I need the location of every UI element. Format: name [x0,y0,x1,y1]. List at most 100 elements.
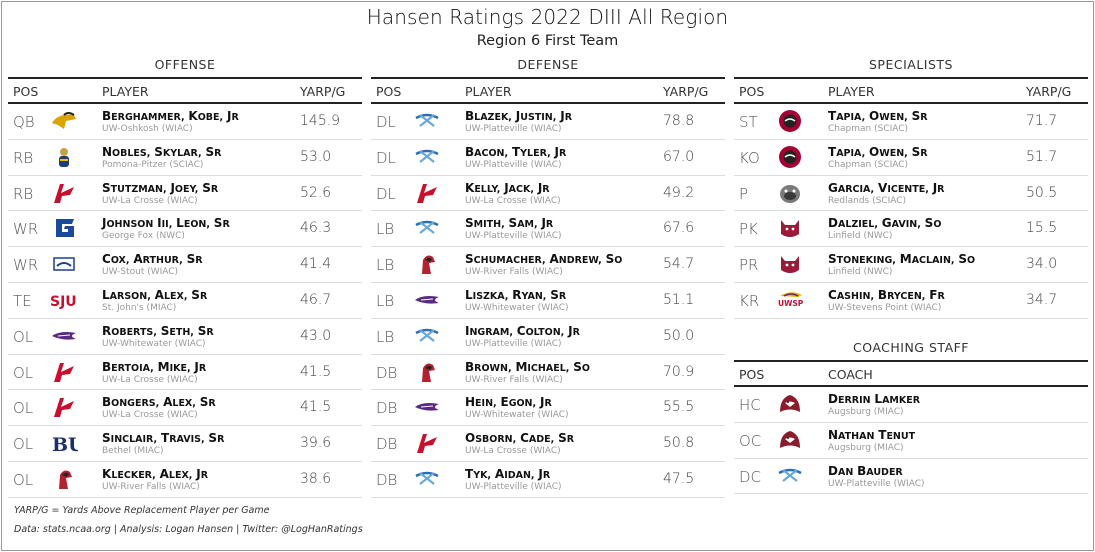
team-name: UW-Platteville (WIAC) [465,338,562,349]
player-row: DL BLAZEK, JUSTIN, JR UW-Platteville (WIAC… [371,104,725,140]
coach-name: NATHAN TENUT [828,427,916,442]
player-row: QB BERGHAMMER, KOBE, JR UW-Oshkosh (WIAC) 1… [8,104,362,140]
defense-table-header: POS PLAYER YARP/G [371,77,725,104]
position-cell: OL [13,327,34,346]
player-name: HEIN, EGON, JR [465,395,552,410]
player-name: SINCLAIR, TRAVIS, SR [102,431,225,446]
player-name: TAPIA, OWEN, SR [828,109,928,123]
player-row: DL BACON, TYLER, JR UW-Platteville (WIAC) 6… [371,140,725,176]
yarp-value: 54.7 [663,256,695,273]
yarp-value: 43.0 [300,327,332,344]
position-cell: OL [13,363,34,382]
falcon-icon [413,252,441,276]
team-name: UW-Stout (WIAC) [102,267,179,278]
lacrosse-eagle-icon [413,431,441,455]
player-row: RB NOBLES, SKYLAR, SR Pomona-Pitzer (SCIAC… [8,140,362,176]
position-cell: QB [13,113,35,131]
player-name: COX, ARTHUR, SR [102,252,203,267]
player-header: PLAYER [102,84,149,99]
yarp-value: 38.6 [300,470,332,487]
yarp-header: YARP/G [663,84,709,99]
position-cell: DL [376,113,396,131]
player-name: STONEKING, MACLAIN, SO [828,252,976,267]
player-row: OL BU SINCLAIR, TRAVIS, SR Bethel (MIAC) 39.… [8,426,362,462]
player-row: LB SMITH, SAM, JR UW-Platteville (WIAC) 67.… [371,211,725,248]
player-row: P GARCIA, VICENTE, JR Redlands (SCIAC) 50.5 [734,176,1088,212]
player-name: GARCIA, VICENTE, JR [828,180,945,195]
player-row: OL ROBERTS, SETH, SR UW-Whitewater (WIAC) 4… [8,319,362,355]
player-row: ST TAPIA, OWEN, SR Chapman (SCIAC) 71.7 [734,104,1088,140]
coach-header: COACH [828,367,873,382]
sagehen-icon [50,145,78,169]
pos-header: POS [376,84,402,99]
player-name: BERGHAMMER, KOBE, JR [102,109,239,123]
coaching-section-title: COACHING STAFF [852,340,970,355]
team-name: UW-River Falls (WIAC) [465,374,563,385]
yarp-value: 47.5 [663,470,695,487]
yarp-value: 52.6 [300,184,332,201]
position-cell: LB [376,220,395,239]
player-name: KELLY, JACK, JR [465,180,550,195]
yarp-value: 51.1 [663,291,695,308]
team-name: Redlands (SCIAC) [828,195,907,206]
team-name: St. John's (MIAC) [102,302,177,313]
yarp-value: 34.0 [1026,256,1058,273]
position-cell: RB [13,148,34,167]
player-name: STUTZMAN, JOEY, SR [102,180,219,195]
team-name: Augsburg (MIAC) [828,442,904,453]
position-cell: OL [13,470,34,489]
sju-wordmark-icon: SJU [50,288,78,312]
player-row: DB OSBORN, CADE, SR UW-La Crosse (WIAC) 50.… [371,426,725,462]
wildcat-icon [776,216,804,240]
coach-row: DC DAN BAUDER UW-Platteville (WIAC) [734,459,1088,495]
position-cell: P [739,184,749,203]
team-name: UW-Stevens Point (WIAC) [828,302,942,313]
team-name: UW-La Crosse (WIAC) [465,195,561,206]
position-cell: LB [376,256,395,275]
bethel-bu-icon: BU [50,431,78,455]
team-name: George Fox (NWC) [102,231,185,242]
pioneer-pick-icon [413,109,441,133]
lacrosse-eagle-icon [50,395,78,419]
team-name: UW-Platteville (WIAC) [465,159,562,170]
chapman-panther-icon [776,109,804,133]
position-cell: PK [739,220,758,239]
player-name: INGRAM, COLTON, JR [465,323,580,338]
position-cell: DC [739,467,762,486]
specialists-table: POS PLAYER YARP/G ST TAPIA, OWEN, SR Chapm… [734,77,1088,319]
falcon-icon [50,467,78,491]
player-name: TAPIA, OWEN, SR [828,144,928,159]
uwsp-pointer-icon: UWSP [776,288,804,312]
player-name: LISZKA, RYAN, SR [465,287,567,302]
position-cell: DB [376,399,398,418]
player-row: OL BONGERS, ALEX, SR UW-La Crosse (WIAC) 41… [8,390,362,427]
yarp-value: 71.7 [1026,113,1058,129]
pos-header: POS [739,84,765,99]
yarp-value: 53.0 [300,148,332,165]
player-row: DB TYK, AIDAN, JR UW-Platteville (WIAC) 47.… [371,462,725,498]
team-name: Chapman (SCIAC) [828,159,909,170]
oshkosh-titan-icon [50,109,78,133]
pioneer-pick-icon [413,145,441,169]
svg-text:BU: BU [52,434,78,455]
position-cell: DL [376,148,396,167]
yarp-value: 15.5 [1026,220,1058,237]
yarp-value: 51.7 [1026,148,1058,165]
position-cell: TE [13,291,32,310]
coach-name: DERRIN LAMKER [828,392,921,406]
wildcat-icon [776,252,804,276]
position-cell: WR [13,220,39,239]
lacrosse-eagle-icon [413,181,441,205]
team-name: UW-Whitewater (WIAC) [465,302,569,313]
player-header: PLAYER [465,84,512,99]
coach-row: HC DERRIN LAMKER Augsburg (MIAC) [734,387,1088,423]
player-name: BERTOIA, MIKE, JR [102,359,207,374]
chapman-panther-icon [776,145,804,169]
team-name: Bethel (MIAC) [102,446,164,457]
position-cell: OL [13,435,34,454]
position-cell: DB [376,435,398,454]
player-name: DALZIEL, GAVIN, SO [828,216,942,231]
warhawk-icon [413,395,441,419]
team-name: UW-Whitewater (WIAC) [465,410,569,421]
defense-table: POS PLAYER YARP/G DL BLAZEK, JUSTIN, JR UW… [371,77,725,498]
